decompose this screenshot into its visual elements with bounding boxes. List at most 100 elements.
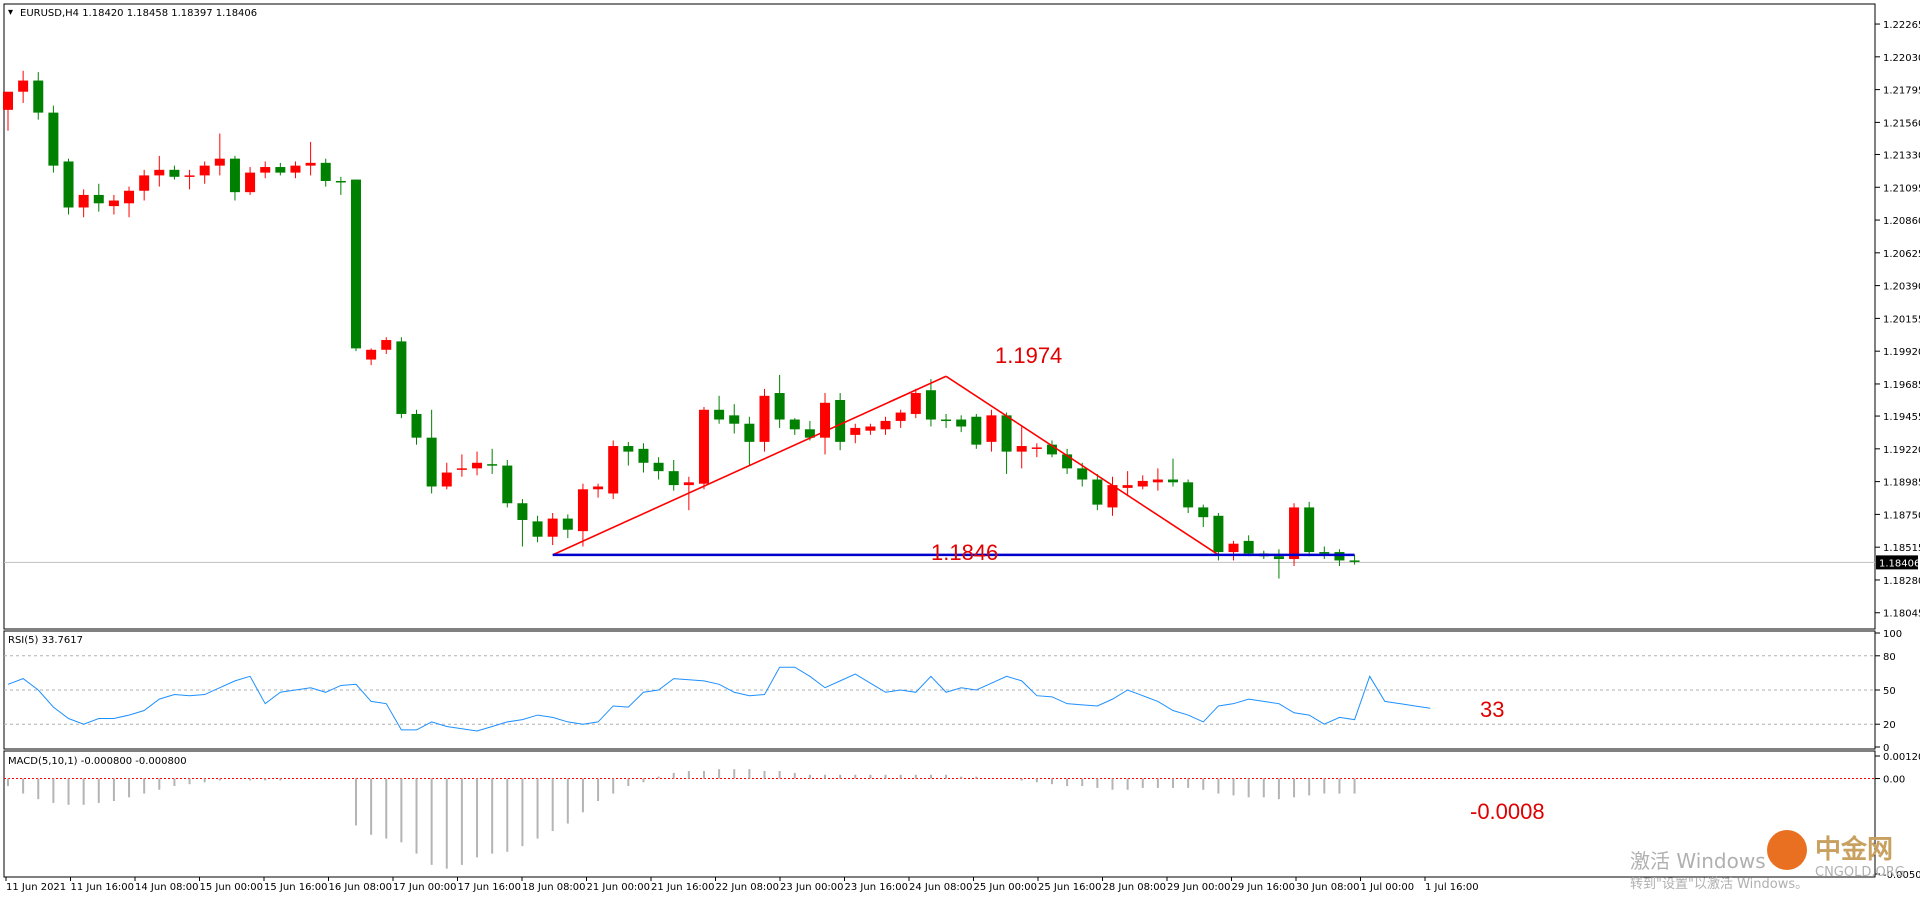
time-tick-label: 25 Jun 00:00: [974, 882, 1038, 893]
candle: [1092, 473, 1103, 511]
candle: [441, 462, 452, 490]
candle: [1046, 440, 1057, 458]
candle: [1289, 503, 1300, 567]
candle-body: [1289, 507, 1300, 560]
candle: [850, 423, 861, 444]
trend-lines: [552, 375, 1355, 557]
candle: [3, 91, 13, 131]
candle-body: [562, 518, 573, 530]
candle-body: [925, 390, 936, 420]
candle: [275, 162, 286, 176]
candle-body: [93, 194, 104, 204]
candle-body: [366, 349, 377, 360]
candle: [1304, 501, 1315, 557]
price-tick-label: 1.21560: [1883, 118, 1920, 129]
candle-body: [1137, 480, 1148, 487]
candle-body: [441, 472, 452, 487]
price-tick-label: 1.22265: [1883, 20, 1920, 31]
candle: [532, 515, 543, 543]
candle-body: [835, 400, 846, 442]
price-tick-label: 1.20625: [1883, 249, 1920, 260]
main-panel-frame: [3, 3, 1876, 630]
candle-body: [1213, 515, 1224, 553]
time-axis: 11 Jun 2021 11 Jun 16:00 14 Jun 08:00 15 Ju…: [5, 877, 1479, 893]
rsi-label: RSI(5) 33.7617: [8, 635, 83, 646]
macd-tick-label: -0.005088: [1883, 870, 1920, 881]
candle-body: [48, 112, 59, 166]
candle: [108, 194, 119, 215]
candle-body: [1031, 447, 1042, 449]
candle-body: [1273, 556, 1284, 560]
candle: [956, 415, 967, 433]
candle-body: [350, 179, 361, 349]
candle: [1183, 479, 1194, 514]
price-tick-label: 1.19220: [1883, 445, 1920, 456]
candle-body: [472, 462, 483, 469]
candle: [502, 459, 513, 508]
trend-line: [945, 375, 1219, 556]
candle: [33, 72, 44, 120]
candle: [925, 379, 936, 427]
candles-group: [3, 70, 1360, 579]
time-tick-label: 29 Jun 16:00: [1232, 882, 1296, 893]
candle: [320, 158, 331, 187]
candle: [381, 337, 392, 354]
candle-body: [411, 413, 422, 438]
candle: [472, 451, 483, 476]
macd-label: MACD(5,10,1) -0.000800 -0.000800: [8, 756, 187, 767]
candle-body: [820, 402, 831, 438]
candle-body: [910, 393, 921, 414]
time-tick-label: 30 Jun 08:00: [1296, 882, 1360, 893]
price-tick-label: 1.19685: [1883, 380, 1920, 391]
price-axis: 1.22265 1.22030 1.21795 1.21560 1.21330 1.210…: [1875, 20, 1920, 620]
candle-body: [759, 395, 770, 442]
candle: [895, 409, 906, 428]
time-tick-label: 28 Jun 08:00: [1103, 882, 1167, 893]
candle: [78, 189, 89, 218]
time-tick-label: 21 Jun 16:00: [651, 882, 715, 893]
price-tick-label: 1.18045: [1883, 609, 1920, 620]
candle-body: [744, 423, 755, 442]
time-tick-label: 17 Jun 00:00: [393, 882, 457, 893]
candle: [759, 388, 770, 452]
candle: [199, 161, 210, 184]
candle: [971, 413, 982, 449]
candle-body: [1304, 507, 1315, 553]
price-tick-label: 1.18515: [1883, 543, 1920, 554]
candle: [1152, 468, 1163, 491]
candle: [1031, 443, 1042, 458]
candle-body: [1062, 454, 1073, 469]
candle: [245, 167, 256, 195]
candle-body: [804, 429, 815, 438]
symbol-header: EURUSD,H4 1.18420 1.18458 1.18397 1.1840…: [20, 8, 257, 19]
candle-body: [1046, 444, 1057, 455]
candle-body: [502, 465, 513, 504]
candle-body: [184, 175, 195, 177]
macd-panel-frame: [3, 750, 1876, 878]
candle-body: [774, 393, 785, 420]
candle: [729, 404, 740, 434]
price-tick-label: 1.18280: [1883, 576, 1920, 587]
rsi-polyline: [7, 666, 1431, 732]
candle: [411, 409, 422, 445]
candle-body: [229, 158, 240, 193]
candle-body: [714, 409, 725, 420]
candle-body: [850, 427, 861, 435]
candle-body: [1168, 479, 1179, 483]
candle-body: [1122, 485, 1133, 488]
chart-header-arrow[interactable]: ▾: [8, 7, 13, 18]
candle-body: [214, 158, 225, 166]
candle: [1016, 426, 1027, 469]
candle: [547, 513, 558, 546]
candle: [169, 165, 180, 180]
time-tick-label: 15 Jun 16:00: [264, 882, 328, 893]
candle: [562, 514, 573, 539]
candle-body: [683, 482, 694, 486]
candle-body: [1001, 415, 1012, 452]
candle-body: [108, 200, 119, 207]
candle-body: [154, 169, 165, 176]
time-tick-label: 1 Jul 00:00: [1361, 882, 1415, 893]
candle-body: [381, 340, 392, 350]
candle-body: [668, 471, 679, 486]
time-tick-label: 21 Jun 00:00: [587, 882, 651, 893]
